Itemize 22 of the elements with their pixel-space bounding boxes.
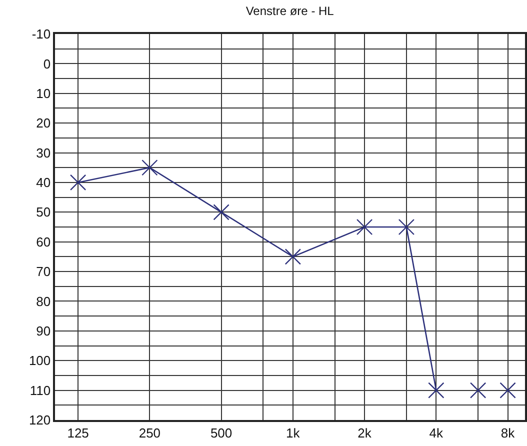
y-tick-label: 70 xyxy=(36,264,51,280)
y-tick-label: 80 xyxy=(36,294,51,309)
y-tick-label: 40 xyxy=(36,175,51,190)
y-tick-label: 30 xyxy=(36,145,51,160)
y-tick-label: 0 xyxy=(43,56,51,72)
y-tick-label: 20 xyxy=(36,116,51,131)
chart-title: Venstre øre - HL xyxy=(246,4,334,18)
x-tick-label: 250 xyxy=(138,425,161,440)
y-tick-label: 110 xyxy=(30,382,51,398)
y-tick-label: 10 xyxy=(36,86,51,101)
y-tick-label: -10 xyxy=(32,26,51,42)
y-tick-label: 120 xyxy=(28,412,51,428)
x-tick-label: 4k xyxy=(429,425,444,440)
y-tick-label: 50 xyxy=(36,204,51,220)
y-tick-label: 90 xyxy=(36,323,51,338)
x-tick-label: 2k xyxy=(358,425,372,440)
x-tick-label: 8k xyxy=(500,425,516,440)
y-tick-label: 100 xyxy=(28,353,51,368)
x-tick-label: 500 xyxy=(210,425,232,440)
x-tick-label: 125 xyxy=(67,425,89,440)
x-tick-label: 1k xyxy=(286,425,300,440)
y-tick-label: 60 xyxy=(36,234,51,250)
